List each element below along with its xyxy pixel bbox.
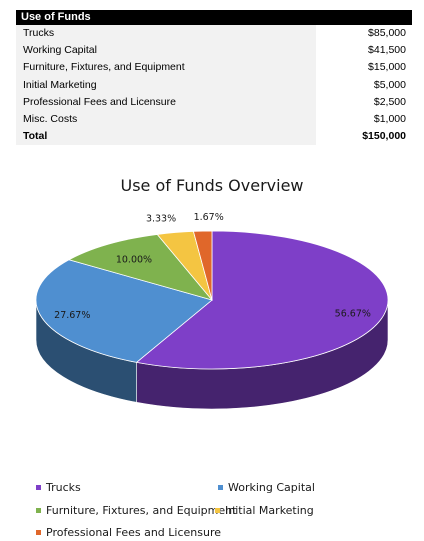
legend-label: Trucks	[46, 481, 81, 494]
pie-slice-1	[35, 259, 213, 363]
row-value: $1,000	[316, 110, 412, 129]
data-label-1: 27.67%	[54, 310, 90, 321]
table-row: Furniture, Fixtures, and Equipment $15,00…	[16, 59, 412, 77]
row-value: $41,500	[316, 42, 412, 60]
pie-slice-4	[192, 230, 213, 301]
legend-item: Professional Fees and Licensure	[36, 526, 221, 539]
row-label: Trucks	[16, 25, 316, 43]
row-value: $85,000	[316, 25, 412, 43]
legend-item: Working Capital	[218, 481, 315, 494]
legend-swatch	[36, 530, 41, 535]
pie-slices	[35, 230, 389, 370]
legend-item: Trucks	[36, 481, 81, 494]
table-row: Professional Fees and Licensure $2,500	[16, 93, 412, 111]
table-row: Trucks $85,000	[16, 25, 412, 43]
legend-label: Working Capital	[228, 481, 315, 494]
table-row: Misc. Costs $1,000	[16, 110, 412, 129]
pie-slice-0	[135, 230, 389, 370]
chart-title: Use of Funds Overview	[120, 176, 304, 195]
row-label: Total	[16, 128, 316, 146]
row-value: $15,000	[316, 59, 412, 77]
data-label-0: 56.67%	[335, 308, 371, 319]
table-header: Use of Funds	[16, 10, 412, 25]
table-body: Trucks $85,000 Working Capital $41,500 Furni…	[16, 25, 412, 146]
row-value: $2,500	[316, 93, 412, 111]
table-row: Initial Marketing $5,000	[16, 76, 412, 94]
table-total-row: Total $150,000	[16, 128, 412, 146]
pie-chart: 56.67% 27.67% 10.00% 3.33% 1.67%	[35, 212, 389, 410]
legend-label: Furniture, Fixtures, and Equipment	[46, 504, 237, 517]
data-label-4: 1.67%	[194, 212, 224, 223]
legend-item: Furniture, Fixtures, and Equipment	[36, 504, 236, 517]
row-label: Furniture, Fixtures, and Equipment	[16, 59, 316, 77]
row-label: Misc. Costs	[16, 110, 316, 129]
legend-label: Initial Marketing	[225, 504, 314, 517]
pie-slice-2	[67, 233, 214, 301]
data-label-2: 10.00%	[116, 254, 152, 265]
use-of-funds-table: Use of Funds Trucks $85,000 Working Capita…	[16, 10, 412, 146]
legend-label: Professional Fees and Licensure	[46, 526, 222, 539]
row-value: $5,000	[316, 76, 412, 94]
legend-item: Initial Marketing	[215, 504, 314, 517]
row-label: Working Capital	[16, 42, 316, 60]
row-value: $150,000	[316, 128, 412, 146]
legend-swatch	[215, 508, 220, 513]
legend-swatch	[36, 485, 41, 490]
data-label-3: 3.33%	[146, 214, 176, 225]
legend-swatch	[218, 485, 223, 490]
pie-data-labels: 56.67% 27.67% 10.00% 3.33% 1.67%	[54, 212, 371, 321]
row-label: Initial Marketing	[16, 76, 316, 94]
legend-swatch	[36, 508, 41, 513]
table-row: Working Capital $41,500	[16, 42, 412, 60]
row-label: Professional Fees and Licensure	[16, 93, 316, 111]
